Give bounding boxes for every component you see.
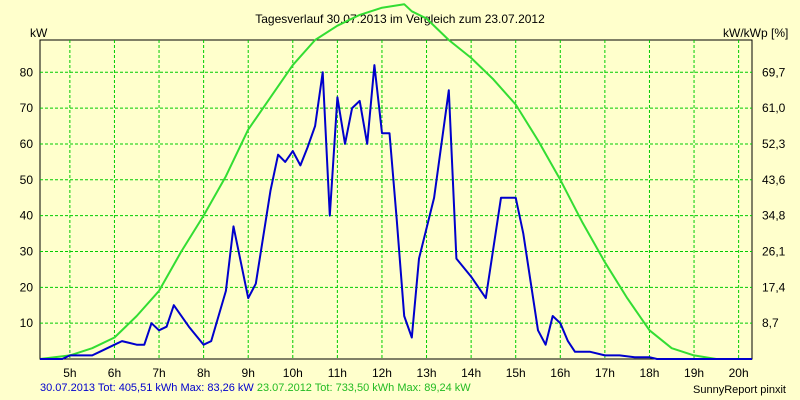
x-tick-label: 14h [461,366,481,380]
x-tick-label: 17h [595,366,615,380]
y-tick-label-left: 10 [20,316,34,330]
y-tick-label-right: 69,7 [762,65,786,79]
x-tick-label: 9h [242,366,255,380]
y-axis-label-right: kW/kWp [%] [723,26,788,40]
footer-line: 30.07.2013 Tot: 405,51 kWh Max: 83,26 kW… [40,382,471,394]
x-tick-label: 16h [550,366,570,380]
y-tick-label-right: 61,0 [762,101,786,115]
y-tick-label-right: 8,7 [762,316,779,330]
y-tick-label-right: 34,8 [762,209,786,223]
y-tick-label-left: 40 [20,209,34,223]
x-tick-label: 13h [417,366,437,380]
y-tick-label-left: 60 [20,137,34,151]
x-tick-label: 19h [684,366,704,380]
plot-area [39,39,753,360]
x-ticks: 5h 6h 7h 8h 9h 10h 11h 12h 13h 14h 15h 16h 17h 18h 19h… [63,366,748,380]
y-axis-label-left: kW [30,26,48,40]
x-tick-label: 18h [639,366,659,380]
credit-text: SunnyReport pinxit [693,384,786,396]
y-tick-label-left: 50 [20,173,34,187]
legend-2013: 30.07.2013 Tot: 405,51 kWh Max: 83,26 kW [40,382,254,394]
x-tick-label: 11h [328,366,347,380]
chart-title: Tagesverlauf 30.07.2013 im Vergleich zum… [255,12,545,26]
x-tick-label: 6h [108,366,121,380]
series-line-2012 [39,3,752,360]
legend-2012: 23.07.2012 Tot: 733,50 kWh Max: 89,24 kW [256,382,471,394]
y-tick-label-left: 30 [20,244,34,258]
y-tick-label-right: 52,3 [762,137,786,151]
y-tick-label-right: 43,6 [762,173,786,187]
x-tick-label: 10h [283,366,303,380]
y-tick-label-left: 20 [20,280,34,294]
x-tick-label: 20h [729,366,749,380]
y-tick-label-left: 80 [20,65,34,79]
series-line-2013 [40,64,752,360]
x-tick-label: 7h [152,366,165,380]
series-group [39,3,752,360]
y-tick-label-right: 17,4 [762,280,786,294]
y-ticks-left: 10 20 30 40 50 60 70 80 [20,65,34,330]
y-ticks-right: 8,7 17,4 26,1 34,8 43,6 52,3 61,0 69,7 [762,65,786,330]
x-tick-label: 5h [63,366,76,380]
x-tick-label: 15h [506,366,526,380]
y-tick-label-left: 70 [20,101,34,115]
x-tick-label: 12h [372,366,392,380]
y-tick-label-right: 26,1 [762,244,786,258]
x-tick-label: 8h [197,366,210,380]
